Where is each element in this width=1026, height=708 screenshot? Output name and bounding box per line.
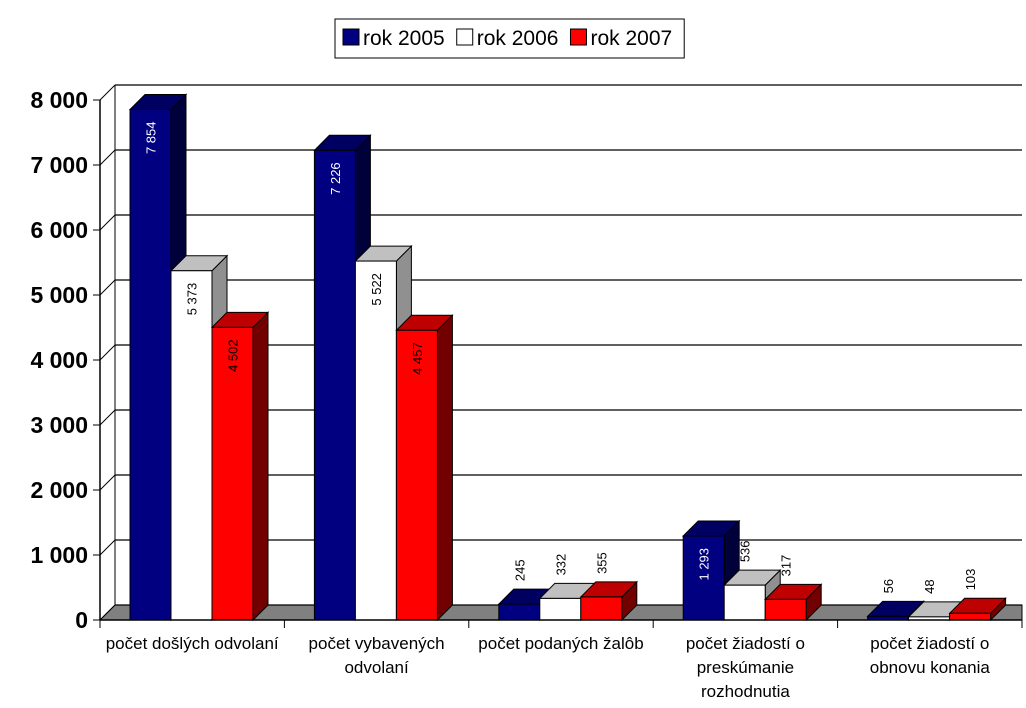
value-label: 103 [963, 569, 978, 591]
legend-swatch [569, 28, 587, 46]
value-label: 4 502 [226, 339, 241, 372]
bar [211, 326, 254, 621]
y-tick-label: 3 000 [30, 412, 88, 438]
value-label: 56 [881, 579, 896, 593]
y-tick-label: 7 000 [30, 152, 88, 178]
bar [580, 596, 623, 621]
x-tick-label: počet došlých odvolaní [105, 634, 279, 653]
legend: rok 2005 rok 2006 rok 2007 [334, 18, 685, 59]
value-label: 48 [922, 579, 937, 593]
value-label: 317 [779, 555, 794, 577]
bar-side [252, 311, 269, 622]
value-label: 245 [512, 559, 527, 581]
grid-diag [99, 84, 116, 101]
value-label: 332 [553, 554, 568, 576]
grid-diag [99, 539, 116, 556]
grid-diag [99, 149, 116, 166]
legend-swatch [342, 28, 360, 46]
bar [949, 612, 992, 621]
y-tick-label: 6 000 [30, 217, 88, 243]
grid-diag [99, 214, 116, 231]
bar [723, 584, 766, 621]
value-label: 4 457 [410, 342, 425, 375]
legend-label: rok 2007 [590, 27, 672, 50]
x-tick-label: počet vybavených odvolaní [308, 634, 445, 677]
bar [539, 597, 582, 621]
value-label: 536 [738, 540, 753, 562]
legend-label: rok 2005 [363, 27, 445, 50]
bar [129, 108, 172, 621]
legend-box [334, 18, 685, 59]
bar [682, 535, 725, 621]
y-tick-label: 0 [75, 607, 88, 633]
value-label: 5 522 [369, 273, 384, 306]
bar [313, 149, 356, 621]
grid-diag [99, 474, 116, 491]
bar-side [436, 314, 453, 622]
grid-diag [99, 604, 116, 621]
x-tick-label: počet žiadostí o preskúmanie rozhodnutia [685, 634, 805, 701]
value-label: 7 226 [328, 162, 343, 195]
bar [764, 598, 807, 621]
bar [498, 603, 541, 621]
bar [354, 260, 397, 621]
x-tick-label: počet podaných žalôb [478, 634, 644, 653]
grid-diag [99, 279, 116, 296]
x-tick-label: počet žiadostí o obnovu konania [869, 634, 990, 677]
grid-diag [99, 409, 116, 426]
legend-swatch [456, 28, 474, 46]
value-label: 355 [594, 552, 609, 574]
bar [170, 270, 213, 621]
y-tick-label: 8 000 [30, 87, 88, 113]
y-tick-label: 4 000 [30, 347, 88, 373]
y-tick-label: 2 000 [30, 477, 88, 503]
value-label: 1 293 [697, 548, 712, 581]
value-label: 5 373 [185, 283, 200, 316]
grid-diag [99, 344, 116, 361]
legend-label: rok 2006 [477, 27, 559, 50]
value-label: 7 854 [144, 121, 159, 154]
y-tick-label: 1 000 [30, 542, 88, 568]
y-tick-label: 5 000 [30, 282, 88, 308]
bar [395, 329, 438, 621]
